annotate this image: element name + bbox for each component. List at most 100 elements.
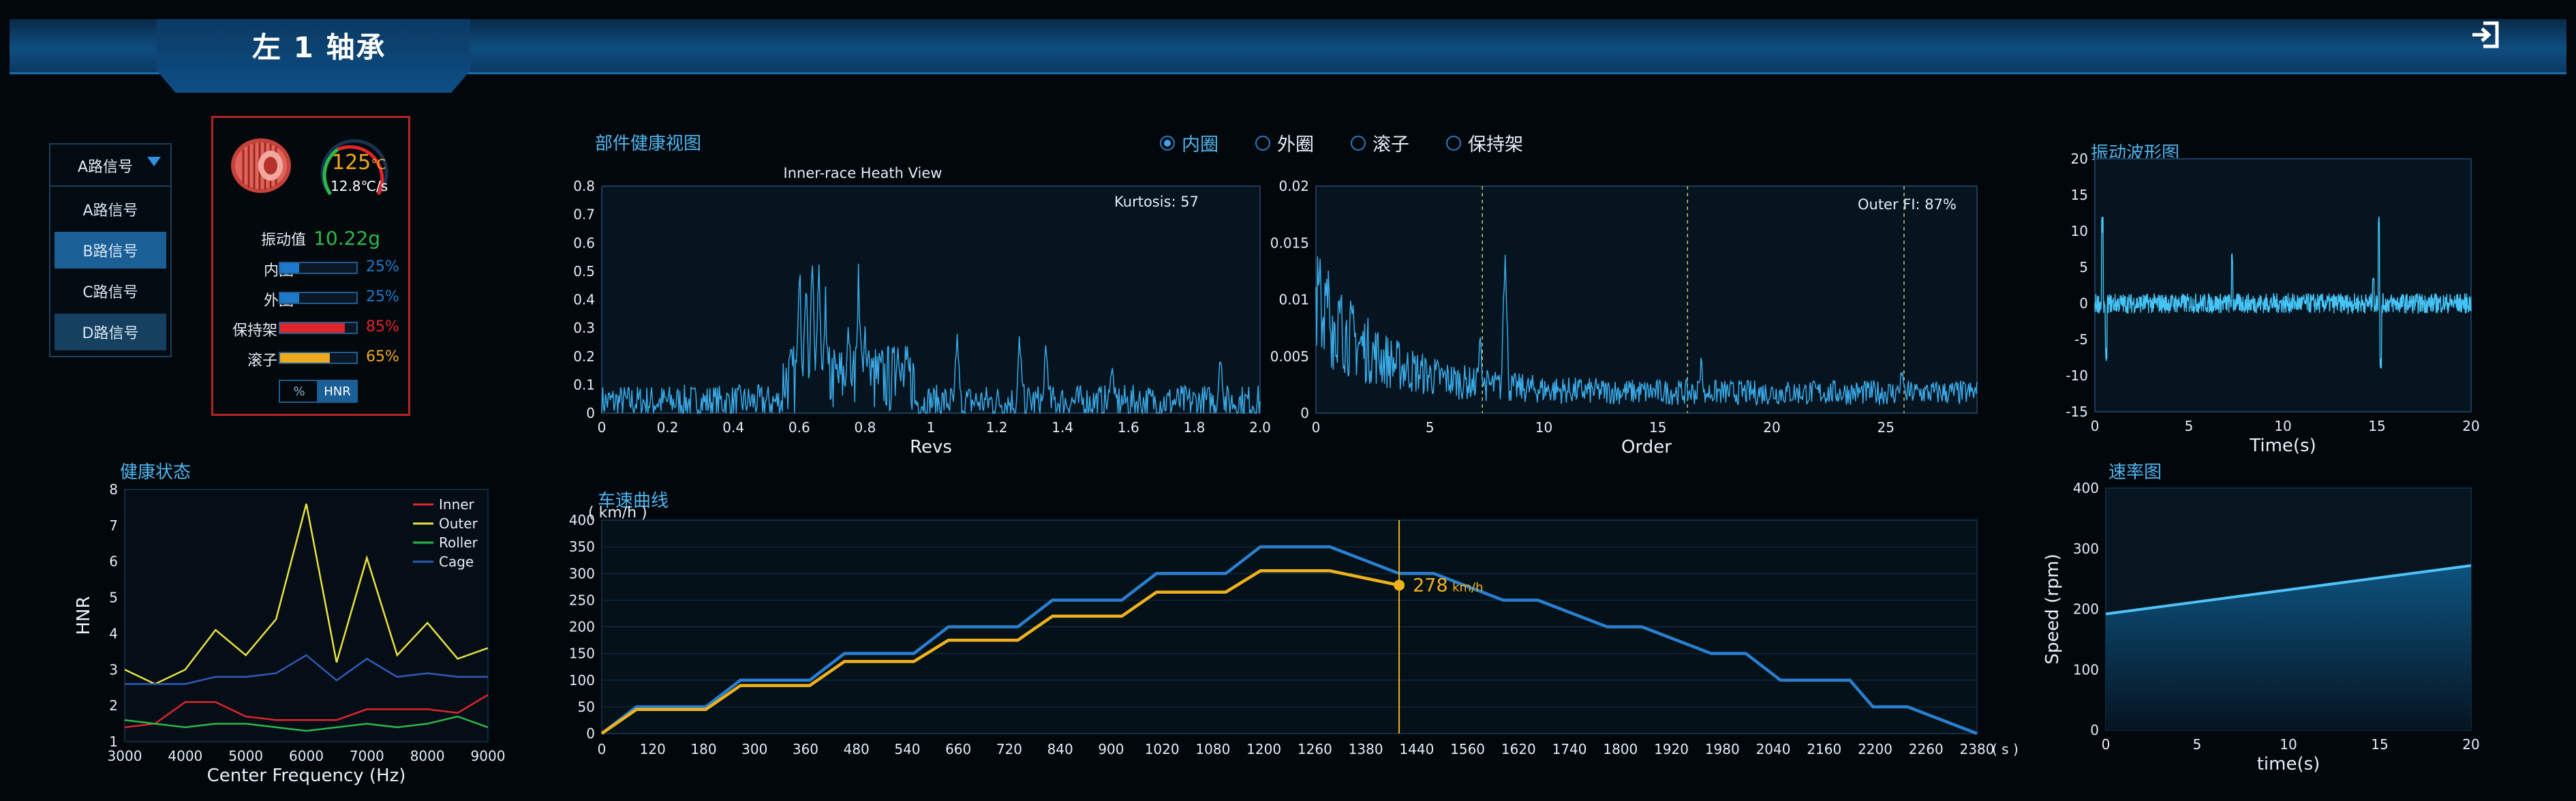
vibration_wave-xlabel: Time(s) — [2249, 436, 2316, 456]
speed_curve-xtick-label: 360 — [793, 741, 818, 757]
rate-ytick-label: 100 — [2073, 661, 2099, 678]
rate-xtick-label: 15 — [2371, 736, 2388, 753]
speed_curve-xtick-label: 1380 — [1349, 741, 1383, 757]
inner_race-ytick-label: 0.6 — [573, 235, 595, 251]
component-label-roller: 滚子 — [247, 352, 277, 369]
radio-cage[interactable]: 保持架 — [1446, 130, 1523, 156]
inner_race-xtick-label: 1.2 — [986, 419, 1008, 436]
inner_race-ytick-label: 0.2 — [573, 348, 595, 365]
speed_curve-ytick-label: 200 — [569, 619, 595, 635]
speed_curve-xtick-label: 480 — [844, 741, 870, 757]
radio-dot-icon — [1446, 135, 1461, 151]
speed_curve-xtick-label: 660 — [945, 741, 971, 757]
health_status-ytick-label: 1 — [109, 734, 118, 750]
toggle-hnr-button[interactable]: HNR — [317, 380, 358, 403]
outer_order-ytick-label: 0.005 — [1270, 348, 1309, 365]
inner_race-ytick-label: 0.1 — [573, 376, 595, 393]
speed_curve-cursor-unit: km/h — [1452, 580, 1483, 594]
speed_curve-xtick-label: 1740 — [1552, 741, 1587, 757]
vibration_wave-ytick-label: -15 — [2066, 404, 2088, 420]
component-pct-inner: 25% — [366, 258, 399, 275]
speed_curve-xtick-label: 1020 — [1145, 741, 1180, 757]
inner_race-xtick-label: 0 — [598, 419, 607, 436]
health_status-xtick-label: 7000 — [350, 748, 384, 764]
radio-dot-icon — [1255, 135, 1270, 151]
speed_curve-xtick-label: 2040 — [1756, 741, 1791, 757]
signal-option-b[interactable]: B路信号 — [55, 232, 166, 269]
page-title: 左 1 轴承 — [252, 31, 386, 64]
radio-outer[interactable]: 外圈 — [1255, 130, 1314, 156]
health-view-title: 部件健康视图 — [595, 134, 702, 154]
speed_curve-cursor-value: 278 — [1413, 575, 1448, 596]
vibration_wave-plot-area — [2094, 158, 2472, 412]
inner_race-ytick-label: 0.8 — [573, 178, 595, 194]
vibration-value: 10.22g — [313, 227, 381, 250]
vibration_wave-ytick-label: 5 — [2079, 259, 2088, 275]
speed_curve-xtick-label: 1260 — [1298, 741, 1332, 757]
title-tab — [157, 19, 470, 93]
outer_order-xtick-label: 15 — [1649, 419, 1666, 436]
temperature-unit: ℃ — [371, 156, 386, 172]
outer_order-ytick-label: 0.02 — [1278, 178, 1309, 194]
speed_curve-ylabel: ( km/h ) — [588, 504, 647, 522]
speed_curve-xtick-label: 2380 — [1960, 741, 1995, 757]
health_status-ytick-label: 4 — [109, 625, 118, 641]
health_status-ytick-label: 2 — [109, 697, 118, 714]
speed_curve-ytick-label: 400 — [569, 512, 595, 528]
signal-option-a[interactable]: A路信号 — [82, 202, 138, 220]
speed_curve-xtick-label: 1080 — [1195, 741, 1230, 757]
signal-selector-head[interactable]: A路信号 — [50, 145, 170, 187]
component-bar-cage — [279, 322, 358, 334]
component-bar-inner — [279, 262, 358, 274]
health_status-ytick-label: 3 — [109, 661, 118, 678]
outer_order-ytick-label: 0 — [1300, 405, 1309, 421]
speed_curve-xtick-label: 1800 — [1603, 741, 1638, 757]
health_status-plot-area — [124, 489, 489, 742]
speed_curve-series-planned — [600, 545, 1978, 736]
speed_curve-xtick-label: 1920 — [1654, 741, 1689, 757]
vibration_wave-ytick-label: 15 — [2071, 187, 2088, 203]
speed_curve-ytick-label: 150 — [569, 646, 595, 662]
inner_race-plot-area — [601, 185, 1261, 414]
speed_curve-xtick-label: 540 — [894, 741, 920, 757]
radio-dot-icon — [1351, 135, 1366, 151]
rate-xlabel: time(s) — [2257, 754, 2320, 774]
component-pct-cage: 85% — [366, 318, 399, 335]
speed_curve-xtick-label: 840 — [1047, 741, 1073, 757]
speed_curve-ytick-label: 50 — [578, 699, 595, 715]
exit-icon[interactable] — [2470, 18, 2504, 52]
signal-option-d[interactable]: D路信号 — [55, 314, 166, 350]
inner_race-xtick-label: 1.6 — [1118, 419, 1139, 436]
rate-ylabel: Speed (rpm) — [2042, 554, 2063, 665]
temperature-rate: 12.8 — [331, 178, 361, 194]
signal-option-c[interactable]: C路信号 — [82, 284, 138, 301]
outer_order-xtick-label: 5 — [1426, 419, 1435, 436]
radio-dot-icon — [1160, 135, 1175, 151]
vibration_wave-ytick-label: -10 — [2066, 367, 2088, 384]
health_status-xtick-label: 4000 — [168, 748, 202, 764]
component-bar-inner-fill — [280, 263, 299, 273]
radio-roller[interactable]: 滚子 — [1351, 130, 1409, 156]
health_status-ytick-label: 5 — [109, 590, 118, 606]
vibration_wave-ytick-label: 0 — [2079, 295, 2088, 312]
speed_curve-xtick-label: 720 — [996, 741, 1022, 757]
speed_curve-xtick-label: 2200 — [1858, 741, 1892, 757]
rate-ytick-label: 0 — [2090, 722, 2099, 738]
signal-selector[interactable]: A路信号 A路信号 B路信号 C路信号 D路信号 — [49, 143, 172, 357]
health_status-legend-label: Roller — [439, 534, 478, 551]
health_status-xtick-label: 6000 — [289, 748, 324, 764]
inner_race-xtick-label: 2.0 — [1249, 419, 1271, 436]
speed_curve-xtick-label: 1560 — [1450, 741, 1485, 757]
health_status-ytick-label: 7 — [109, 517, 118, 534]
speed_curve-xtick-label: 1200 — [1246, 741, 1281, 757]
component-radio-group[interactable]: 内圈 外圈 滚子 保持架 — [1160, 130, 1523, 156]
outer_order-xtick-label: 20 — [1763, 419, 1780, 436]
inner_race-xtick-label: 0.2 — [657, 419, 679, 436]
inner_race-ytick-label: 0 — [586, 405, 595, 421]
speed_curve-series-actual — [600, 569, 1400, 735]
health_status-xtick-label: 9000 — [471, 748, 506, 764]
speed_curve-ytick-label: 300 — [569, 565, 595, 581]
radio-inner[interactable]: 内圈 — [1160, 130, 1218, 156]
inner_race-xtick-label: 0.8 — [854, 419, 876, 436]
